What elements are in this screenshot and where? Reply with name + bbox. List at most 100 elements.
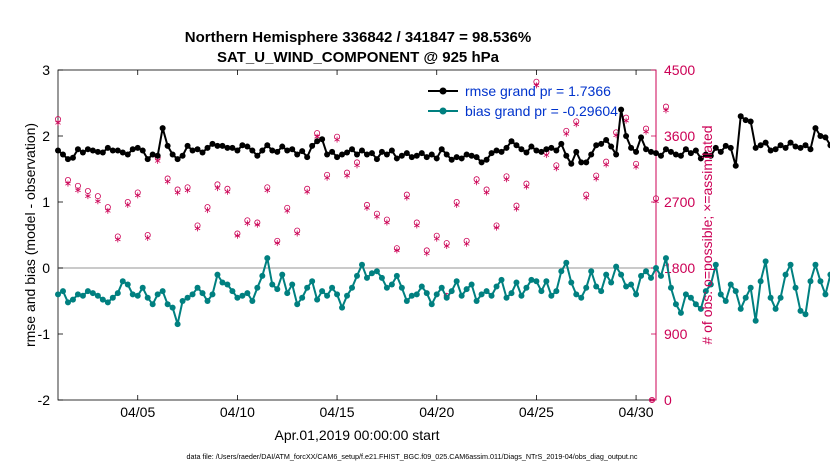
rmse-point — [219, 142, 226, 149]
y-tick-label-right: 0 — [664, 392, 672, 408]
bias-point — [139, 284, 146, 291]
rmse-point — [94, 148, 101, 155]
bias-point — [264, 255, 271, 262]
obs-assimilated-marker — [214, 185, 221, 192]
rmse-point — [129, 146, 136, 153]
bias-point — [747, 284, 754, 291]
rmse-point — [249, 147, 256, 154]
rmse-point — [707, 152, 714, 159]
obs-assimilated-marker — [105, 207, 111, 214]
rmse-point — [124, 151, 131, 158]
rmse-point — [169, 151, 176, 158]
y-tick-label-left: -2 — [38, 392, 51, 408]
rmse-point — [204, 144, 211, 151]
bias-point — [657, 272, 664, 279]
rmse-point — [653, 150, 659, 157]
bias-point — [408, 292, 415, 299]
rmse-point — [433, 155, 440, 162]
x-tick-label: 04/10 — [220, 404, 255, 420]
rmse-point — [692, 147, 699, 154]
rmse-point — [413, 152, 420, 159]
bias-point — [368, 270, 375, 277]
obs-assimilated-marker — [234, 232, 241, 239]
bias-point — [413, 291, 420, 298]
rmse-point — [478, 159, 485, 166]
rmse-point — [224, 144, 231, 151]
bias-point — [598, 288, 605, 295]
bias-point — [279, 271, 286, 278]
x-tick-label: 04/05 — [120, 404, 155, 420]
rmse-point — [119, 149, 126, 156]
rmse-point — [792, 143, 799, 150]
rmse-point — [598, 140, 605, 147]
obs-assimilated-marker — [374, 213, 380, 220]
obs-assimilated-marker — [244, 220, 251, 227]
rmse-point — [393, 155, 400, 162]
bias-point — [174, 321, 181, 328]
rmse-point — [344, 149, 351, 156]
bias-point — [643, 268, 650, 275]
bias-point — [209, 291, 216, 298]
rmse-point — [109, 147, 116, 154]
rmse-point — [558, 140, 565, 147]
rmse-point — [508, 138, 515, 145]
rmse-point — [722, 142, 729, 149]
y-tick-label-left: 3 — [42, 62, 50, 78]
rmse-point — [737, 113, 744, 120]
rmse-point — [623, 133, 630, 139]
bias-point — [438, 284, 445, 291]
bias-point — [553, 288, 560, 295]
rmse-point — [324, 151, 331, 158]
legend: rmse grand pr = 1.7366 bias grand pr = -0… — [428, 83, 618, 119]
rmse-point — [363, 151, 370, 158]
obs-assimilated-marker — [85, 193, 91, 200]
y-tick-label-right: 4500 — [664, 62, 695, 78]
obs-assimilated-marker — [75, 187, 81, 194]
bias-point — [628, 281, 635, 288]
bias-point — [393, 272, 400, 279]
obs-assimilated-marker — [413, 222, 420, 229]
rmse-point — [64, 156, 71, 163]
rmse-point — [274, 148, 281, 155]
bias-point — [742, 294, 749, 301]
bias-point — [344, 292, 351, 299]
bias-point — [224, 281, 231, 288]
obs-assimilated-marker — [164, 178, 171, 185]
rmse-point — [294, 151, 301, 158]
obs-assimilated-marker — [55, 119, 61, 126]
bias-point — [573, 291, 580, 298]
legend-entry-label: rmse grand pr = 1.7366 — [465, 83, 611, 99]
bias-point — [672, 301, 679, 308]
bias-point — [99, 296, 106, 303]
rmse-point — [378, 148, 385, 155]
obs-assimilated-marker — [493, 224, 500, 231]
rmse-point — [697, 155, 704, 162]
rmse-point — [349, 146, 356, 153]
legend-marker — [439, 87, 447, 95]
rmse-point — [284, 147, 291, 154]
bias-point — [473, 298, 480, 304]
bias-point — [483, 288, 490, 295]
rmse-point — [428, 151, 435, 158]
bias-point — [55, 291, 61, 298]
rmse-point — [144, 156, 151, 163]
rmse-point — [388, 147, 395, 154]
rmse-point — [528, 143, 535, 150]
rmse-point — [254, 152, 261, 159]
bias-point — [593, 283, 600, 290]
bias-point — [219, 279, 226, 286]
bias-point — [488, 292, 495, 299]
bias-point — [259, 272, 266, 279]
rmse-point — [827, 142, 830, 149]
obs-assimilated-marker — [184, 187, 191, 194]
obs-assimilated-marker — [114, 236, 121, 243]
obs-assimilated-marker — [304, 188, 310, 195]
obs-assimilated-marker — [194, 225, 201, 232]
rmse-point — [648, 148, 655, 155]
rmse-point — [762, 139, 769, 146]
obs-assimilated-marker — [224, 188, 231, 195]
rmse-point — [603, 136, 610, 143]
bias-point — [493, 283, 500, 290]
bias-point — [533, 278, 540, 285]
